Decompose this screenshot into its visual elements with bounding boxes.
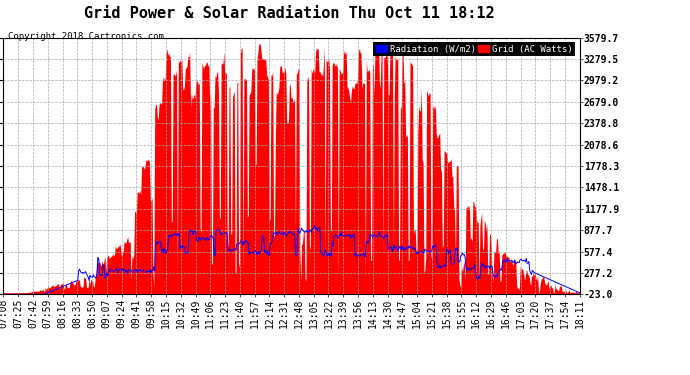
Text: Copyright 2018 Cartronics.com: Copyright 2018 Cartronics.com [8,32,164,41]
Text: Grid Power & Solar Radiation Thu Oct 11 18:12: Grid Power & Solar Radiation Thu Oct 11 … [84,6,495,21]
Legend: Radiation (W/m2), Grid (AC Watts): Radiation (W/m2), Grid (AC Watts) [373,42,575,56]
